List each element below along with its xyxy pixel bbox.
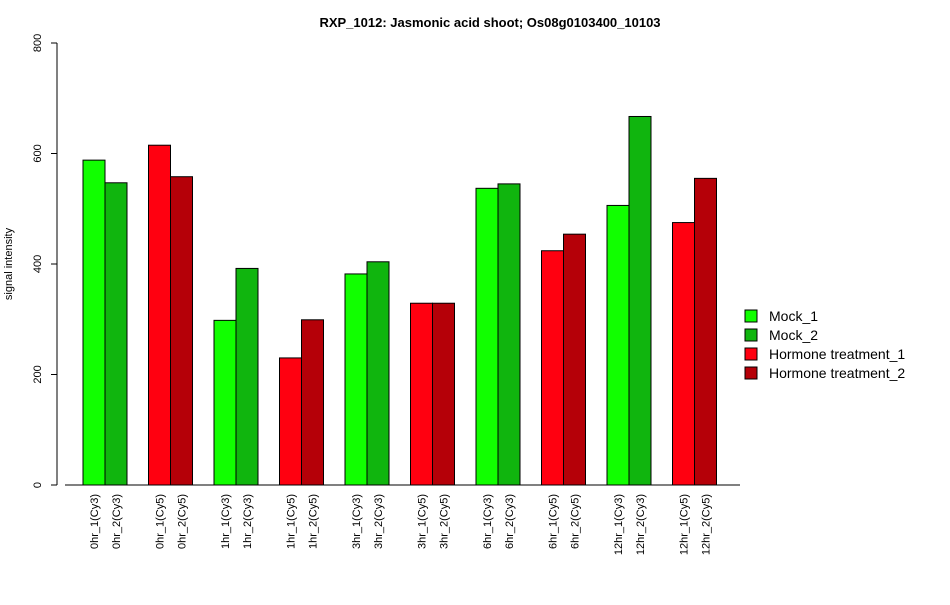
bar bbox=[213, 319, 237, 486]
bar bbox=[104, 182, 128, 486]
bar bbox=[170, 176, 193, 486]
x-tick-label: 3hr_2(Cy5) bbox=[439, 494, 451, 549]
x-tick-label: 3hr_1(Cy5) bbox=[417, 494, 429, 549]
bar bbox=[672, 222, 695, 486]
x-tick-label: 3hr_2(Cy3) bbox=[373, 494, 385, 549]
bar bbox=[541, 250, 564, 486]
bar bbox=[82, 159, 106, 486]
x-tick-label: 0hr_1(Cy5) bbox=[155, 494, 167, 549]
legend-swatch bbox=[744, 347, 758, 361]
bar bbox=[148, 144, 171, 486]
legend: Mock_1 Mock_2 Hormone treatment_1 Hormone t… bbox=[744, 308, 905, 381]
bar bbox=[497, 183, 521, 486]
x-tick-label: 12hr_2(Cy5) bbox=[701, 494, 713, 555]
x-tick-label: 12hr_1(Cy3) bbox=[613, 494, 625, 555]
x-tick-labels: 0hr_1(Cy3) 0hr_2(Cy3) 0hr_1(Cy5) 0hr_2(Cy5)… bbox=[89, 494, 713, 555]
y-tick-label: 600 bbox=[32, 144, 44, 162]
y-axis: 0 200 400 600 800 bbox=[32, 34, 58, 488]
bar bbox=[301, 319, 324, 486]
x-tick-label: 0hr_2(Cy5) bbox=[177, 494, 189, 549]
y-axis-label: signal intensity bbox=[3, 227, 15, 300]
legend-label: Mock_1 bbox=[769, 308, 818, 324]
x-tick-label: 1hr_2(Cy3) bbox=[242, 494, 254, 549]
bar bbox=[628, 115, 652, 486]
legend-label: Hormone treatment_2 bbox=[769, 365, 905, 381]
chart-title: RXP_1012: Jasmonic acid shoot; Os08g0103… bbox=[319, 15, 660, 30]
x-tick-label: 3hr_1(Cy3) bbox=[351, 494, 363, 549]
bar bbox=[366, 261, 390, 486]
x-tick-label: 6hr_1(Cy3) bbox=[482, 494, 494, 549]
x-tick-label: 1hr_2(Cy5) bbox=[308, 494, 320, 549]
x-tick-label: 12hr_2(Cy3) bbox=[635, 494, 647, 555]
y-tick-label: 0 bbox=[32, 482, 44, 488]
legend-label: Hormone treatment_1 bbox=[769, 346, 905, 362]
bar bbox=[606, 204, 630, 486]
y-tick-label: 800 bbox=[32, 34, 44, 52]
x-tick-label: 6hr_2(Cy5) bbox=[570, 494, 582, 549]
bar bbox=[694, 177, 717, 486]
bar bbox=[344, 273, 368, 486]
y-tick-label: 400 bbox=[32, 255, 44, 273]
bar bbox=[475, 187, 499, 486]
x-tick-label: 1hr_1(Cy3) bbox=[220, 494, 232, 549]
bar bbox=[432, 302, 455, 486]
legend-label: Mock_2 bbox=[769, 327, 818, 343]
y-tick-label: 200 bbox=[32, 365, 44, 383]
bar bbox=[235, 267, 259, 486]
legend-swatch bbox=[744, 309, 758, 323]
bar bbox=[410, 302, 433, 486]
x-tick-label: 0hr_2(Cy3) bbox=[111, 494, 123, 549]
x-tick-label: 0hr_1(Cy3) bbox=[89, 494, 101, 549]
x-tick-label: 12hr_1(Cy5) bbox=[679, 494, 691, 555]
legend-swatch bbox=[744, 366, 758, 380]
x-tick-label: 6hr_1(Cy5) bbox=[548, 494, 560, 549]
bar bbox=[563, 233, 586, 486]
x-tick-label: 6hr_2(Cy3) bbox=[504, 494, 516, 549]
bar bbox=[279, 357, 302, 486]
x-tick-label: 1hr_1(Cy5) bbox=[286, 494, 298, 549]
legend-swatch bbox=[744, 328, 758, 342]
bars-group bbox=[82, 115, 717, 486]
